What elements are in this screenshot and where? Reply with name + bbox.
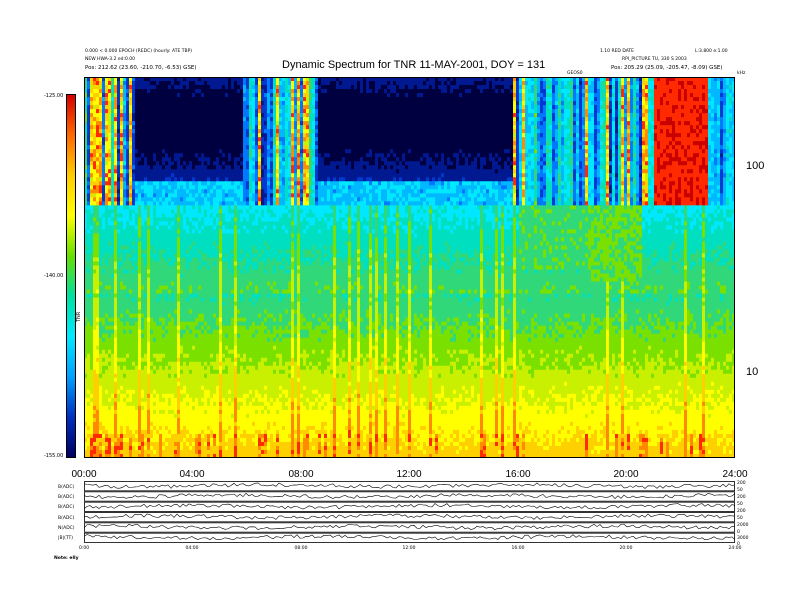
stack-rtick-8: 3000 (737, 536, 748, 541)
x-tick-1: 04:00 (179, 469, 204, 480)
stack-label-5: N(ADC) (58, 526, 75, 531)
stack-label-2: B(ADC) (58, 495, 74, 500)
stack-panel-frame (84, 532, 735, 543)
spectrogram (84, 77, 735, 458)
stack-panel-trace (84, 503, 735, 510)
stack-panels (84, 481, 735, 543)
stack-panel-trace (84, 492, 735, 499)
stack-rtick-0: 200 (737, 481, 746, 486)
stack-xtick-5: 20:00 (620, 546, 633, 551)
stack-panel-frame (84, 501, 735, 512)
stack-xtick-4: 16:00 (512, 546, 525, 551)
stack-label-6: |B|(TT) (58, 536, 73, 541)
y-tick-10: 10 (746, 366, 758, 378)
stack-panel-frame (84, 512, 735, 523)
colorbar-label: TNR (76, 312, 82, 322)
stack-rtick-5: 50 (737, 516, 743, 521)
stack-rtick-6: 2000 (737, 523, 748, 528)
stack-panel-frame (84, 491, 735, 502)
x-tick-3: 12:00 (396, 469, 421, 480)
header-right-line-4: Pos: 205.29 (25.09, -205.47, -8.09) GSE) (611, 65, 723, 71)
stack-label-3: B(ADC) (58, 505, 74, 510)
stack-rtick-7: 0 (737, 530, 740, 535)
spectrogram-border (84, 77, 735, 458)
stack-xtick-3: 12:00 (403, 546, 416, 551)
stack-rtick-3: 50 (737, 502, 743, 507)
header-left-line-3: Pos: 212.62 (23.60, -210.70, -6.53) GSE) (85, 65, 197, 71)
header-left-line-1: 0.000 < 0.000 EPOCH (REDC) (hourly: ATE … (85, 49, 192, 54)
stack-xtick-6: 24:00 (729, 546, 742, 551)
stack-rtick-2: 200 (737, 495, 746, 500)
marker-label: GEOS0 (567, 71, 583, 76)
stack-panels-svg (84, 481, 735, 543)
right-unit-label: kHz (737, 71, 745, 76)
y-tick-100: 100 (746, 160, 764, 172)
stack-xtick-0: 0:00 (79, 546, 89, 551)
stack-panel-frame (84, 481, 735, 492)
x-tick-4: 16:00 (505, 469, 530, 480)
stack-rtick-4: 200 (737, 509, 746, 514)
stack-panel-trace (84, 523, 735, 531)
stack-xtick-1: 04:00 (186, 546, 199, 551)
x-tick-6: 24:00 (722, 469, 747, 480)
header-right-line-3: RPI_PICTURE TU, 330 S 2003 (622, 57, 687, 62)
colorbar-tick-mid: -140.00 (44, 273, 63, 279)
header-left-line-2: NEW HWA-3.2 ed:0.00 (85, 57, 135, 62)
colorbar-tick-top: -125.00 (44, 93, 63, 99)
colorbar-tick-bottom: -155.00 (44, 453, 63, 459)
x-tick-5: 20:00 (613, 469, 638, 480)
header-right-line-2: L:3.800 e:1.00 (695, 49, 728, 54)
stack-label-4: B(ADC) (58, 516, 74, 521)
chart-title: Dynamic Spectrum for TNR 11-MAY-2001, DO… (282, 59, 545, 71)
stack-panel-trace (84, 513, 735, 520)
stack-panel-trace (84, 482, 735, 489)
footer-note: Note: elly (54, 556, 79, 561)
spectrogram-cells (84, 77, 735, 458)
header-right-line-1: 1.10 RED DATE (600, 49, 634, 54)
stack-rtick-1: 50 (737, 488, 743, 493)
stack-xtick-2: 08:00 (295, 546, 308, 551)
spectrogram-frame (84, 77, 735, 458)
x-tick-0: 00:00 (71, 469, 96, 480)
stack-rtick-9: 0 (737, 542, 740, 547)
stack-label-1: B(ADC) (58, 485, 74, 490)
colorbar (66, 94, 76, 458)
x-tick-2: 08:00 (288, 469, 313, 480)
stack-panel-trace (84, 534, 735, 541)
